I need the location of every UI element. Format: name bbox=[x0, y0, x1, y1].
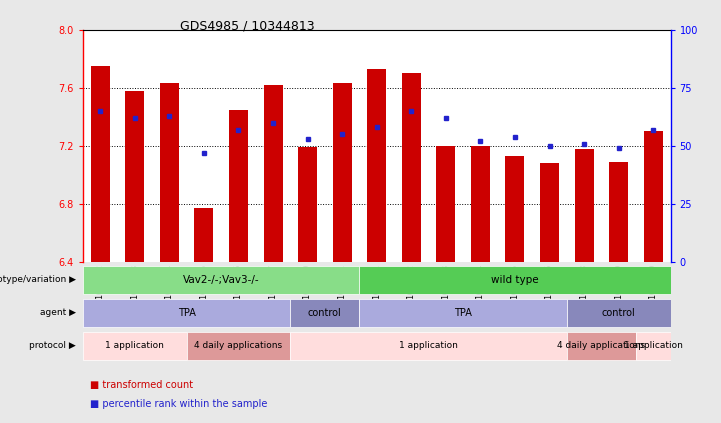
Text: wild type: wild type bbox=[491, 275, 539, 285]
Text: ■ percentile rank within the sample: ■ percentile rank within the sample bbox=[90, 398, 267, 409]
Bar bbox=[644, 132, 663, 262]
Bar bbox=[471, 146, 490, 262]
Bar bbox=[291, 299, 360, 327]
Text: Vav2-/-;Vav3-/-: Vav2-/-;Vav3-/- bbox=[183, 275, 260, 285]
Text: agent ▶: agent ▶ bbox=[40, 308, 76, 317]
Bar bbox=[575, 149, 593, 262]
Bar bbox=[195, 209, 213, 262]
Text: genotype/variation ▶: genotype/variation ▶ bbox=[0, 275, 76, 284]
Bar bbox=[360, 299, 567, 327]
Bar bbox=[436, 146, 456, 262]
Bar bbox=[609, 162, 628, 262]
Bar bbox=[636, 332, 671, 360]
Bar bbox=[83, 332, 187, 360]
Bar bbox=[367, 69, 386, 262]
Bar bbox=[263, 85, 283, 262]
Text: GDS4985 / 10344813: GDS4985 / 10344813 bbox=[180, 19, 315, 32]
Bar bbox=[187, 332, 291, 360]
Bar bbox=[505, 156, 524, 262]
Bar bbox=[229, 110, 248, 262]
Bar bbox=[402, 73, 421, 262]
Text: control: control bbox=[308, 308, 342, 318]
Text: control: control bbox=[602, 308, 635, 318]
Text: 1 application: 1 application bbox=[624, 341, 683, 350]
Text: protocol ▶: protocol ▶ bbox=[29, 341, 76, 350]
Bar bbox=[567, 299, 671, 327]
Bar bbox=[567, 332, 636, 360]
Bar bbox=[83, 266, 360, 294]
Text: 4 daily applications: 4 daily applications bbox=[557, 341, 645, 350]
Text: TPA: TPA bbox=[177, 308, 195, 318]
Bar bbox=[125, 91, 144, 262]
Bar bbox=[291, 332, 567, 360]
Bar bbox=[332, 83, 352, 262]
Text: 4 daily applications: 4 daily applications bbox=[195, 341, 283, 350]
Text: TPA: TPA bbox=[454, 308, 472, 318]
Bar bbox=[540, 163, 559, 262]
Bar bbox=[360, 266, 671, 294]
Bar bbox=[160, 83, 179, 262]
Text: ■ transformed count: ■ transformed count bbox=[90, 379, 193, 390]
Text: 1 application: 1 application bbox=[399, 341, 458, 350]
Bar bbox=[83, 299, 291, 327]
Text: 1 application: 1 application bbox=[105, 341, 164, 350]
Bar bbox=[298, 147, 317, 262]
Bar bbox=[91, 66, 110, 262]
